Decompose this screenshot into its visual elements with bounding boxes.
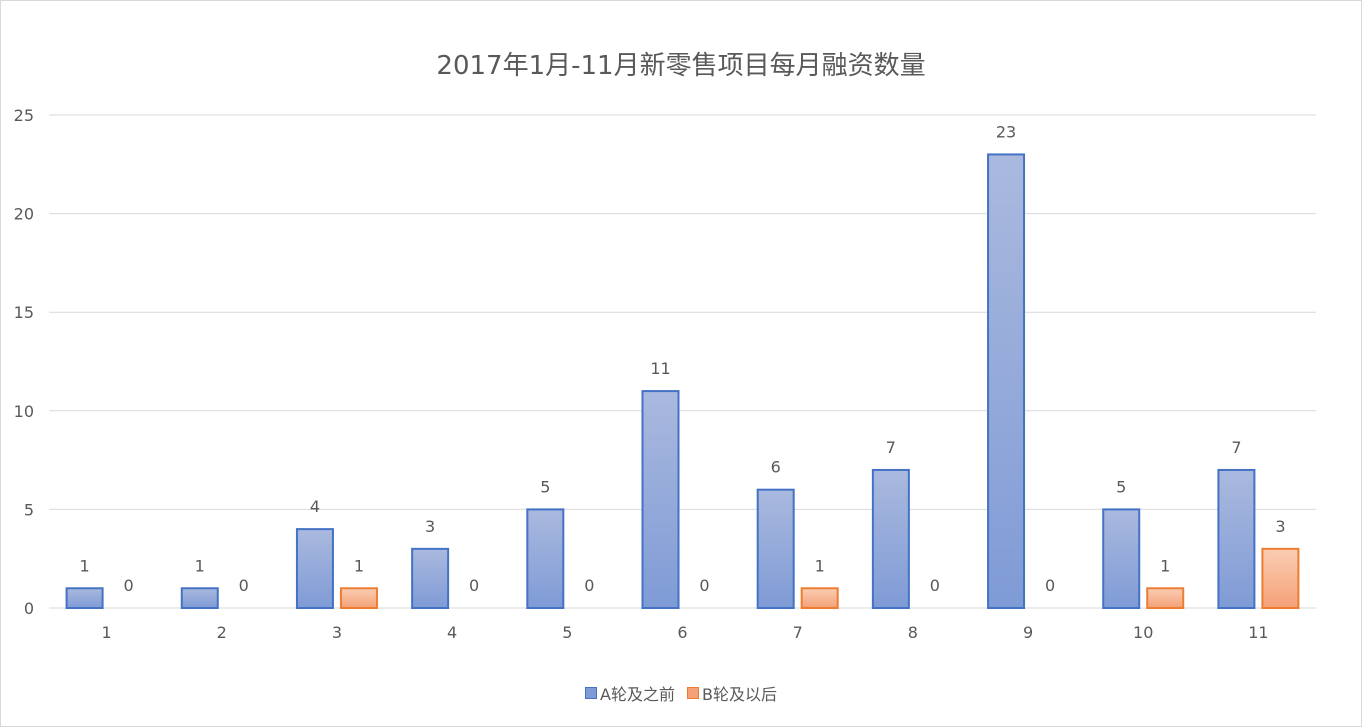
- bar-series-1[interactable]: [1261, 547, 1300, 610]
- legend-item-a[interactable]: A轮及之前: [585, 681, 675, 705]
- y-tick-label: 15: [14, 303, 34, 322]
- data-label: 7: [886, 438, 896, 457]
- data-label: 23: [996, 122, 1016, 141]
- y-tick-label: 25: [14, 106, 34, 125]
- data-label: 5: [540, 477, 550, 496]
- data-label: 6: [771, 458, 781, 477]
- data-label: 3: [1275, 517, 1285, 536]
- data-label: 4: [310, 497, 320, 516]
- data-label: 3: [425, 517, 435, 536]
- y-tick-label: 5: [24, 500, 34, 519]
- bar-series-0[interactable]: [1102, 508, 1141, 609]
- legend-swatch-b: [686, 687, 699, 699]
- x-tick-label: 8: [908, 623, 918, 642]
- legend-swatch-a: [585, 687, 598, 699]
- data-label: 0: [239, 576, 249, 595]
- y-tick-label: 0: [24, 599, 34, 618]
- bar-series-0[interactable]: [65, 587, 104, 610]
- bar-series-1[interactable]: [339, 587, 378, 610]
- data-label: 0: [930, 576, 940, 595]
- data-label: 7: [1231, 438, 1241, 457]
- x-tick-label: 3: [332, 623, 342, 642]
- x-tick-label: 2: [217, 623, 227, 642]
- x-tick-label: 1: [101, 623, 111, 642]
- chart-title: 2017年1月-11月新零售项目每月融资数量: [436, 51, 926, 81]
- bar-series-0[interactable]: [526, 508, 565, 609]
- bar-series-1[interactable]: [800, 587, 839, 610]
- data-labels: 1 0 1 0 4 1 3 0 5 0 11 0 6 1 7 0 23 0 5 1 7 3: [79, 122, 1285, 595]
- data-label: 1: [79, 556, 89, 575]
- y-axis-ticks: 0 5 10 15 20 25: [14, 106, 34, 618]
- data-label: 0: [699, 576, 709, 595]
- data-label: 0: [584, 576, 594, 595]
- data-label: 5: [1116, 477, 1126, 496]
- bar-series-0[interactable]: [180, 587, 219, 610]
- x-tick-label: 10: [1133, 623, 1153, 642]
- bar-series-0[interactable]: [295, 528, 334, 609]
- legend: A轮及之前 B轮及以后: [1, 681, 1361, 705]
- bar-series-0[interactable]: [987, 153, 1026, 609]
- y-tick-label: 10: [14, 402, 34, 421]
- x-tick-label: 6: [677, 623, 687, 642]
- bar-series-0[interactable]: [411, 547, 450, 610]
- data-label: 11: [650, 359, 670, 378]
- data-label: 1: [354, 556, 364, 575]
- data-label: 0: [469, 576, 479, 595]
- legend-label-b: B轮及以后: [701, 685, 777, 704]
- bar-series-0[interactable]: [871, 468, 910, 609]
- x-tick-label: 11: [1248, 623, 1268, 642]
- bars: [65, 153, 1300, 610]
- data-label: 0: [1045, 576, 1055, 595]
- bar-series-0[interactable]: [1217, 468, 1256, 609]
- legend-item-b[interactable]: B轮及以后: [686, 681, 777, 705]
- legend-label-a: A轮及之前: [600, 685, 675, 704]
- x-tick-label: 4: [447, 623, 457, 642]
- x-axis-ticks: 1 2 3 4 5 6 7 8 9 10 11: [101, 623, 1268, 642]
- x-tick-label: 5: [562, 623, 572, 642]
- data-label: 1: [1160, 556, 1170, 575]
- y-tick-label: 20: [14, 205, 34, 224]
- data-label: 1: [195, 556, 205, 575]
- bar-series-1[interactable]: [1146, 587, 1185, 610]
- x-tick-label: 7: [793, 623, 803, 642]
- data-label: 1: [815, 556, 825, 575]
- data-label: 0: [123, 576, 133, 595]
- x-tick-label: 9: [1023, 623, 1033, 642]
- bar-series-0[interactable]: [641, 390, 680, 609]
- bar-series-0[interactable]: [756, 488, 795, 609]
